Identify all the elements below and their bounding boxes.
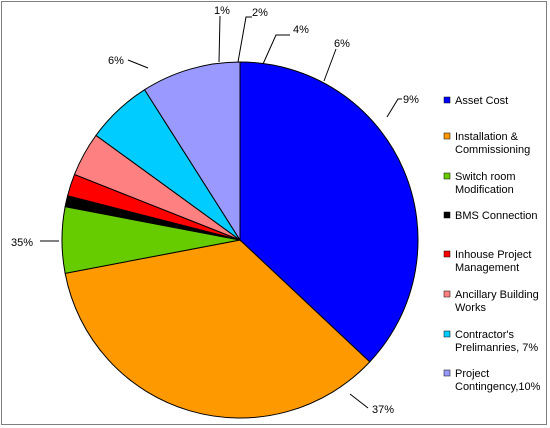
- legend-swatch-8: [443, 369, 451, 377]
- legend-label-5: Inhouse Project Management: [455, 249, 531, 274]
- legend-label-2: Installation & Commissioning: [455, 131, 530, 156]
- legend: Asset Cost Installation & Commissioning Swi…: [443, 95, 541, 393]
- leader-line-4: [218, 15, 221, 63]
- legend-label-4: BMS Connection: [455, 210, 538, 222]
- legend-swatch-6: [443, 290, 451, 298]
- data-label-4: 1%: [214, 5, 230, 17]
- leader-line-6: [262, 34, 290, 65]
- legend-swatch-7: [443, 330, 451, 338]
- legend-swatch-2: [443, 132, 451, 140]
- data-label-6: 4%: [293, 24, 309, 36]
- legend-swatch-1: [443, 96, 451, 104]
- data-label-1: 37%: [372, 404, 394, 416]
- data-label-3: 6%: [108, 55, 124, 67]
- data-label-5: 2%: [252, 7, 268, 19]
- data-label-7: 6%: [334, 38, 350, 50]
- leader-lines: [40, 15, 402, 409]
- leader-line-3: [127, 59, 149, 69]
- pie-slice-2[interactable]: [64, 239, 371, 419]
- legend-swatch-4: [443, 211, 451, 219]
- data-label-2: 35%: [11, 237, 33, 249]
- legend-label-8: Project Contingency,10%: [455, 368, 541, 393]
- legend-label-7: Contractor's Prelimanries, 7%: [455, 329, 538, 354]
- legend-label-6: Ancillary Building Works: [455, 289, 539, 314]
- pie-slices: [61, 61, 419, 419]
- leader-line-1: [349, 393, 369, 409]
- leader-line-7: [323, 48, 337, 82]
- legend-label-1: Asset Cost: [455, 95, 508, 107]
- data-labels: 37% 35% 6% 1% 2% 4% 6% 9%: [11, 5, 419, 416]
- legend-swatch-3: [443, 172, 451, 180]
- leader-line-5: [237, 16, 252, 63]
- legend-label-3: Switch room Modification: [455, 171, 516, 196]
- data-label-8: 9%: [403, 94, 419, 106]
- legend-swatch-5: [443, 250, 451, 258]
- leader-line-8: [386, 98, 402, 118]
- pie-slice-1[interactable]: [239, 61, 419, 363]
- pie-slice-8[interactable]: [143, 61, 241, 242]
